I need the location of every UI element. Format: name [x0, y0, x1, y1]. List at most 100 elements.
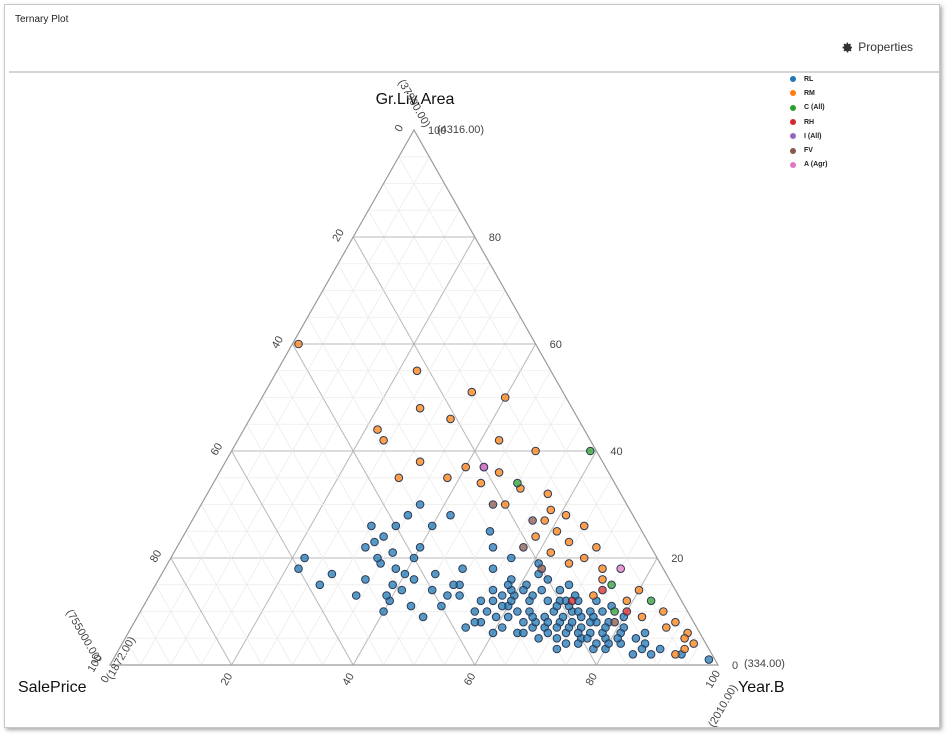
data-point	[503, 580, 513, 590]
data-point	[391, 521, 401, 531]
legend-item[interactable]: A (Agr)	[788, 158, 827, 172]
data-point	[555, 585, 565, 595]
tick-label-right-axis: 0	[99, 674, 112, 685]
data-point	[488, 628, 498, 638]
tick-label-top-axis: 40	[610, 446, 622, 458]
gridline	[656, 611, 688, 666]
data-point	[455, 591, 464, 600]
data-point	[607, 580, 616, 590]
data-point	[427, 585, 437, 595]
gridline	[124, 638, 141, 666]
data-point	[671, 650, 680, 659]
data-point	[583, 634, 592, 643]
data-point	[589, 612, 598, 622]
data-point	[531, 532, 540, 541]
gridline	[155, 584, 202, 666]
series-fv	[488, 500, 619, 627]
data-point	[613, 634, 623, 643]
data-point	[503, 612, 513, 622]
legend-marker	[790, 76, 796, 83]
data-point	[427, 521, 437, 531]
legend-item[interactable]: RL	[788, 72, 827, 86]
data-point	[449, 580, 458, 590]
data-point	[598, 575, 607, 584]
data-point	[415, 543, 425, 552]
legend-label: FV	[804, 147, 813, 155]
data-point	[437, 601, 446, 611]
data-point	[494, 468, 504, 477]
data-point	[561, 639, 571, 648]
legend-marker	[790, 147, 796, 154]
tick-label-right-axis: 100	[704, 669, 724, 691]
data-point	[543, 489, 553, 499]
range-label-right-min: (1872.00)	[104, 635, 138, 682]
gridline	[687, 638, 704, 666]
data-point	[351, 591, 361, 600]
data-point	[519, 628, 528, 638]
data-point	[479, 462, 489, 472]
data-point	[552, 601, 562, 611]
data-point	[537, 564, 547, 574]
gridline	[535, 504, 628, 666]
data-point	[552, 623, 562, 632]
data-point	[497, 591, 507, 600]
legend-item[interactable]: FV	[788, 143, 827, 157]
gridline	[200, 210, 460, 666]
data-point	[488, 543, 498, 552]
data-point	[461, 623, 471, 632]
data-point	[622, 596, 632, 606]
data-point	[558, 612, 568, 622]
tick-label-right-axis: 80	[584, 671, 601, 688]
data-point	[513, 478, 522, 488]
data-point	[546, 548, 556, 557]
data-point	[631, 634, 641, 643]
legend-item[interactable]: C (All)	[788, 101, 827, 115]
properties-button[interactable]: Properties	[842, 40, 913, 54]
data-point	[409, 575, 419, 584]
data-point	[461, 462, 471, 472]
data-point	[540, 516, 550, 525]
data-point	[598, 564, 607, 574]
data-point	[476, 478, 486, 488]
data-point	[388, 548, 398, 557]
data-point	[409, 553, 419, 563]
triangle-outline	[108, 128, 720, 666]
data-point	[646, 650, 656, 659]
series-c-all-	[513, 446, 656, 616]
legend-label: C (All)	[804, 104, 825, 112]
axis-label-right: Year.B	[738, 679, 785, 696]
gridline	[140, 611, 172, 666]
legend-item[interactable]: RH	[788, 115, 827, 129]
tick-label-right-axis: 20	[219, 671, 236, 688]
data-point	[619, 623, 629, 632]
gridline	[246, 424, 384, 666]
data-point	[300, 553, 309, 563]
legend-label: RL	[804, 75, 814, 83]
legend-item[interactable]: I (All)	[788, 129, 827, 143]
data-point	[519, 617, 528, 627]
data-point	[552, 527, 562, 536]
data-point	[367, 521, 376, 531]
legend-label: I (All)	[804, 132, 822, 140]
legend-label: RM	[804, 89, 815, 97]
data-point	[662, 623, 671, 632]
data-point	[485, 527, 495, 536]
legend-item[interactable]: RM	[788, 86, 827, 100]
data-point	[391, 564, 401, 574]
series-rh	[567, 585, 632, 616]
data-point	[573, 639, 583, 648]
data-point	[573, 628, 583, 638]
axis-labels: Gr.Liv.Area SalePrice Year.B (4316.00) (…	[18, 78, 785, 730]
data-point	[361, 543, 370, 552]
data-point	[446, 510, 455, 520]
data-point	[488, 500, 498, 509]
data-point	[406, 601, 416, 611]
data-point	[646, 596, 656, 606]
gridline	[398, 156, 688, 666]
data-point	[415, 500, 425, 509]
legend-marker	[790, 161, 796, 168]
range-label-top-min: (334.00)	[744, 658, 785, 670]
data-point	[689, 639, 699, 648]
properties-label: Properties	[858, 40, 913, 54]
